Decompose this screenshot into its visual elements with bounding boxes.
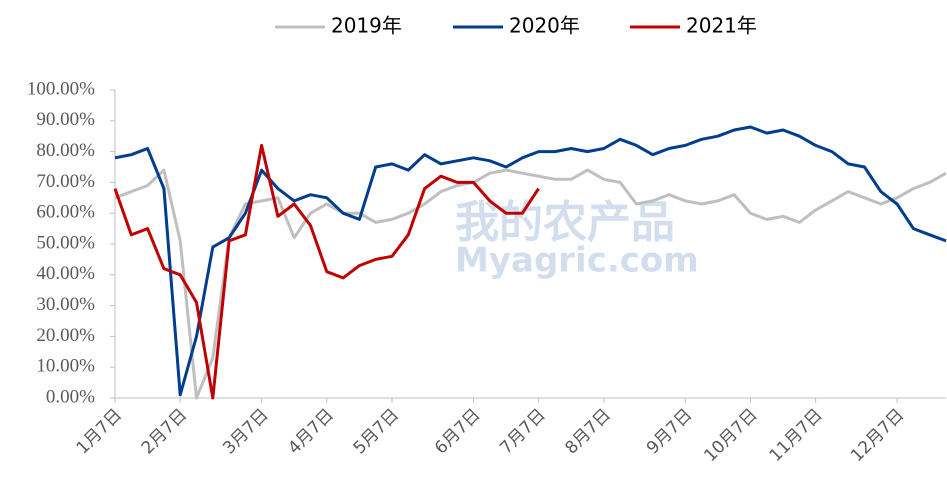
x-tick-label: 3月7日 — [219, 405, 272, 458]
x-tick-label: 6月7日 — [431, 405, 484, 458]
y-tick-label: 0.00% — [46, 386, 95, 407]
y-tick-label: 30.00% — [36, 294, 95, 315]
x-tick-label: 12月7日 — [847, 405, 908, 466]
y-tick-label: 100.00% — [27, 78, 95, 99]
x-tick-label: 5月7日 — [350, 405, 403, 458]
y-tick-label: 20.00% — [36, 325, 95, 346]
line-series — [113, 143, 540, 400]
watermark: 我的农产品 — [455, 197, 675, 248]
line-series — [114, 168, 947, 400]
legend-label: 2020年 — [509, 14, 580, 38]
y-tick-label: 60.00% — [36, 202, 95, 223]
y-tick-label: 80.00% — [36, 140, 95, 161]
x-tick-label: 9月7日 — [643, 405, 696, 458]
x-tick-label: 4月7日 — [284, 405, 337, 458]
watermark: Myagric.com — [455, 241, 699, 281]
x-tick-label: 11月7日 — [766, 405, 827, 466]
x-tick-label: 1月7日 — [73, 405, 126, 458]
x-tick-label: 10月7日 — [700, 405, 761, 466]
y-tick-label: 50.00% — [36, 232, 95, 253]
x-tick-label: 8月7日 — [561, 405, 614, 458]
legend-label: 2021年 — [686, 14, 757, 38]
y-tick-label: 90.00% — [36, 109, 95, 130]
y-tick-label: 70.00% — [36, 171, 95, 192]
legend-label: 2019年 — [331, 14, 402, 38]
y-tick-label: 40.00% — [36, 263, 95, 284]
x-tick-label: 2月7日 — [138, 405, 191, 458]
x-tick-label: 7月7日 — [496, 405, 549, 458]
y-tick-label: 10.00% — [36, 356, 95, 377]
